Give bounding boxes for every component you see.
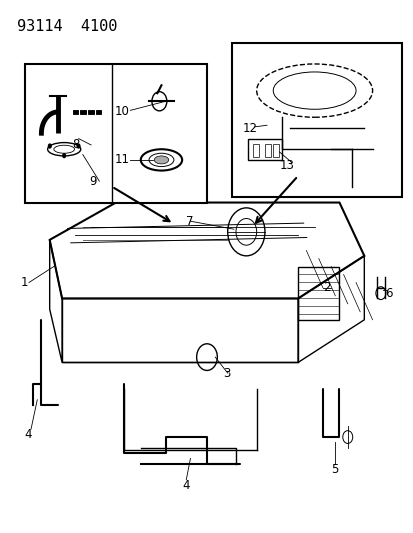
Ellipse shape [154, 156, 169, 164]
Polygon shape [25, 64, 206, 203]
Bar [264, 144, 271, 157]
Text: 4: 4 [182, 479, 189, 491]
Bar [273, 144, 279, 157]
Text: 8: 8 [72, 139, 80, 151]
Text: 4: 4 [25, 428, 32, 441]
Text: 5: 5 [330, 463, 338, 475]
Text: 1: 1 [21, 276, 28, 289]
Bar [252, 144, 258, 157]
Text: 11: 11 [115, 154, 130, 166]
Text: 9: 9 [89, 175, 96, 188]
Text: 13: 13 [279, 159, 294, 172]
Text: 6: 6 [384, 287, 392, 300]
Circle shape [76, 143, 81, 149]
Circle shape [47, 143, 52, 149]
Text: 12: 12 [242, 123, 256, 135]
Polygon shape [231, 43, 401, 197]
Text: 10: 10 [115, 106, 130, 118]
Text: 7: 7 [186, 215, 193, 228]
Circle shape [62, 153, 66, 158]
Text: 3: 3 [223, 367, 230, 379]
Text: 2: 2 [322, 281, 330, 294]
Text: 93114  4100: 93114 4100 [17, 19, 116, 34]
